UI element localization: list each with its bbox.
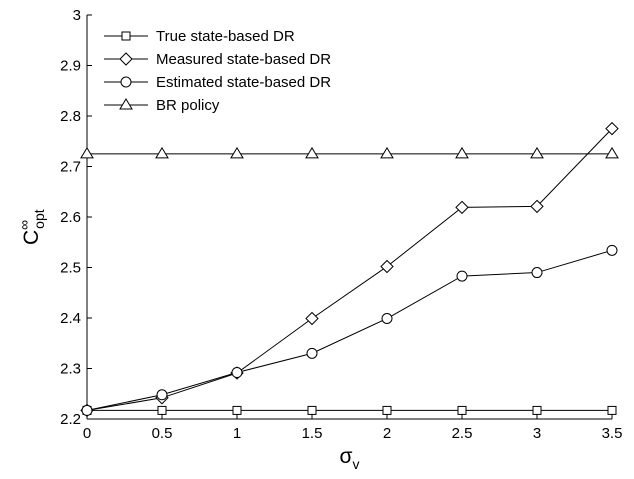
legend-item: Estimated state-based DR xyxy=(104,74,331,91)
legend: True state-based DR Measured state-based … xyxy=(104,28,331,114)
data-point xyxy=(382,405,392,415)
data-point xyxy=(307,405,317,415)
data-point xyxy=(381,313,393,325)
data-point xyxy=(530,146,544,159)
data-point xyxy=(606,244,618,256)
x-axis-label-sub: v xyxy=(352,456,359,472)
data-point xyxy=(457,405,467,415)
y-axis-label-main: C xyxy=(20,230,43,245)
x-tick-label: 0.5 xyxy=(152,425,173,442)
y-tick-label: 2.8 xyxy=(60,108,81,125)
data-point xyxy=(532,405,542,415)
y-axis-label-sup: ∞ xyxy=(16,220,32,230)
axes: 0 0.5 1 1.5 2 2.5 3 3.5 2.2 2.3 2.4 2.5 2.6 2.7 2.8 2.9… xyxy=(60,7,622,442)
data-point xyxy=(456,270,468,282)
series-triangle xyxy=(80,146,619,159)
y-axis-label-sub: opt xyxy=(31,209,47,229)
legend-item: BR policy xyxy=(104,97,220,114)
legend-label: BR policy xyxy=(156,97,220,114)
data-point xyxy=(455,200,469,215)
data-point xyxy=(531,267,543,279)
data-point xyxy=(232,405,242,415)
y-tick-label: 2.4 xyxy=(60,310,81,327)
legend-marker xyxy=(121,31,131,41)
data-point xyxy=(380,146,394,159)
data-point xyxy=(607,405,617,415)
axis-labels: σv C∞opt xyxy=(16,209,359,472)
data-point xyxy=(306,347,318,359)
y-tick-label: 3 xyxy=(73,7,81,24)
data-point xyxy=(380,259,394,274)
data-point xyxy=(231,367,243,379)
legend-marker xyxy=(120,76,132,88)
x-tick-label: 3.5 xyxy=(602,425,623,442)
legend-marker xyxy=(119,98,133,110)
data-point xyxy=(80,146,94,159)
legend-item: True state-based DR xyxy=(104,28,295,45)
y-tick-label: 2.2 xyxy=(60,411,81,428)
x-tick-label: 1 xyxy=(233,425,241,442)
series-circle xyxy=(81,244,618,416)
data-point xyxy=(605,121,619,136)
data-point xyxy=(156,389,168,401)
data-point xyxy=(157,405,167,415)
data-point xyxy=(605,146,619,159)
data-point xyxy=(455,146,469,159)
data-point xyxy=(81,404,93,416)
y-axis-label: C∞opt xyxy=(16,209,47,245)
x-tick-label: 2 xyxy=(383,425,391,442)
legend-item: Measured state-based DR xyxy=(104,51,331,68)
data-point xyxy=(530,199,544,214)
x-tick-label: 3 xyxy=(533,425,541,442)
series-line xyxy=(86,249,613,411)
data-point xyxy=(155,146,169,159)
data-point xyxy=(305,311,319,326)
series-line xyxy=(86,128,613,411)
legend-label: Estimated state-based DR xyxy=(156,74,331,91)
y-tick-label: 2.7 xyxy=(60,159,81,176)
x-axis-label: σv xyxy=(340,445,360,472)
legend-label: Measured state-based DR xyxy=(156,51,331,68)
x-tick-label: 1.5 xyxy=(302,425,323,442)
legend-label: True state-based DR xyxy=(156,28,295,45)
series-square xyxy=(82,405,617,415)
legend-marker xyxy=(119,52,133,66)
data-point xyxy=(305,146,319,159)
series-layer xyxy=(80,121,619,418)
x-tick-label: 2.5 xyxy=(452,425,473,442)
x-axis-label-main: σ xyxy=(340,445,353,468)
y-tick-label: 2.9 xyxy=(60,58,81,75)
data-point xyxy=(230,146,244,159)
y-tick-label: 2.6 xyxy=(60,209,81,226)
x-tick-label: 0 xyxy=(83,425,91,442)
y-tick-label: 2.3 xyxy=(60,361,81,378)
y-tick-label: 2.5 xyxy=(60,260,81,277)
